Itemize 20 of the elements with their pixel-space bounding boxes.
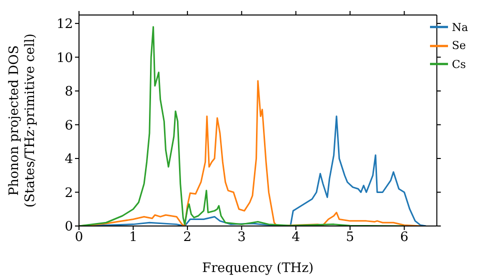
line-series [79,26,406,226]
y-tick-label: 4 [64,152,73,168]
x-tick-label: 3 [238,230,246,246]
x-tick-label: 1 [129,230,138,246]
y-tick-label: 10 [56,50,73,66]
x-tick-label: 6 [400,230,408,246]
y-tick-label: 0 [64,220,73,235]
x-tick-label: 4 [292,230,300,246]
legend-label: Cs [452,58,466,71]
y-tick-label: 2 [64,186,73,201]
x-tick-label: 5 [346,230,354,246]
y-tick-label: 6 [64,118,73,134]
x-axis-title: Frequency (THz) [202,261,314,276]
legend-label: Se [452,39,466,52]
x-tick-label: 0 [74,230,84,246]
y-tick-label: 8 [64,84,73,100]
y-tick-label: 12 [56,17,73,32]
legend-label: Na [452,21,468,34]
x-tick-label: 2 [183,230,192,246]
y-axis-title: Phonon projected DOS (States/THz·primitive cell) [7,33,38,208]
